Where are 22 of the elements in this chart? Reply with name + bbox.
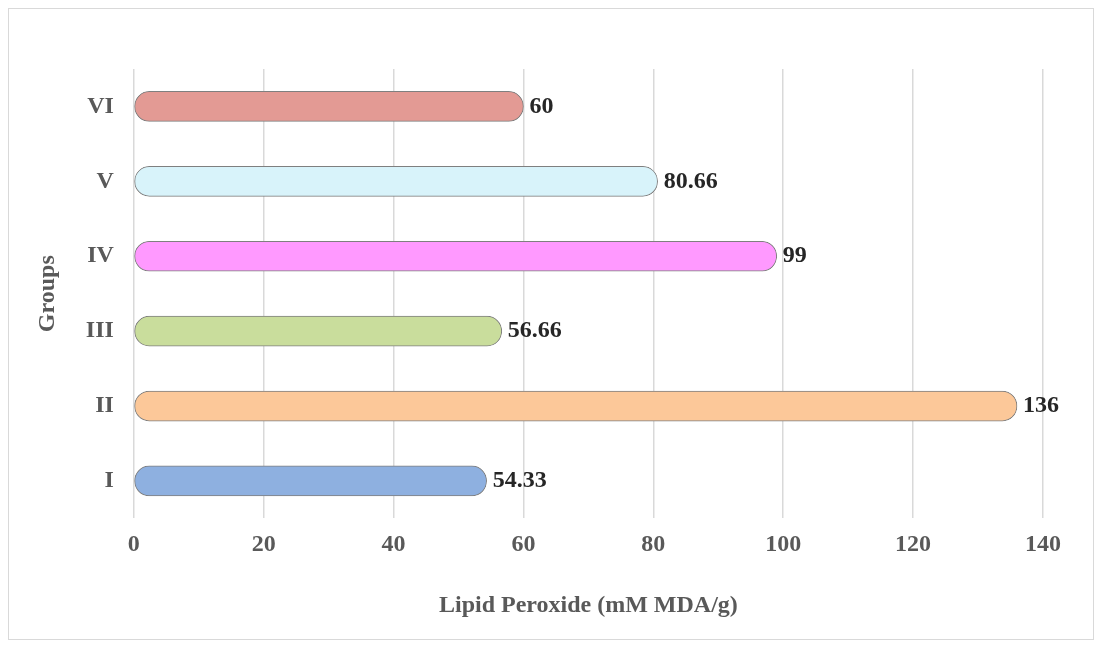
x-tick-label: 40	[381, 530, 406, 556]
data-label: 80.66	[663, 166, 718, 193]
y-axis-title: Groups	[32, 255, 59, 333]
y-tick-label: II	[95, 391, 114, 418]
y-tick-label: V	[96, 166, 115, 193]
x-tick-label: 100	[765, 530, 802, 556]
data-label: 99	[782, 241, 807, 268]
data-label: 54.33	[492, 466, 547, 493]
y-tick-label: VI	[87, 91, 114, 118]
y-tick-label: III	[85, 316, 114, 343]
x-tick-label: 140	[1025, 530, 1061, 556]
x-tick-label: 60	[511, 530, 536, 556]
x-tick-label: 0	[127, 530, 140, 556]
data-label: 60	[529, 91, 554, 118]
data-label: 136	[1023, 391, 1060, 418]
x-axis-title: Lipid Peroxide (mM MDA/g)	[438, 590, 738, 617]
y-tick-label: I	[104, 466, 114, 493]
y-tick-label: IV	[87, 241, 115, 268]
data-label: 56.66	[507, 316, 562, 343]
x-tick-label: 120	[895, 530, 932, 556]
x-tick-label: 80	[641, 530, 666, 556]
x-tick-label: 20	[251, 530, 276, 556]
